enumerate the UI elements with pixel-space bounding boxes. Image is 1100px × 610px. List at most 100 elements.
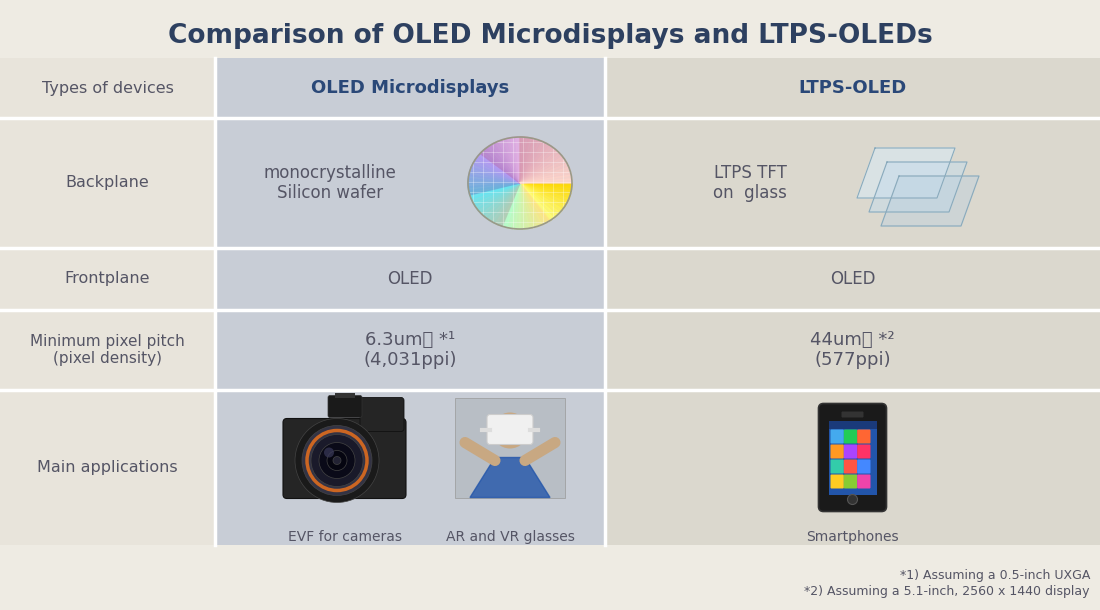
Bar <box>828 420 877 428</box>
Polygon shape <box>473 160 520 183</box>
Circle shape <box>492 412 528 448</box>
Polygon shape <box>520 148 557 183</box>
Polygon shape <box>520 157 565 183</box>
Text: LTPS TFT
on  glass: LTPS TFT on glass <box>713 163 786 203</box>
FancyBboxPatch shape <box>857 429 870 443</box>
Polygon shape <box>520 183 542 226</box>
Polygon shape <box>520 138 534 183</box>
Bar <box>214 58 605 118</box>
Text: OLED Microdisplays: OLED Microdisplays <box>311 79 509 97</box>
Text: OLED: OLED <box>829 270 876 288</box>
Polygon shape <box>520 183 568 206</box>
Polygon shape <box>520 183 572 187</box>
Polygon shape <box>516 137 520 183</box>
Circle shape <box>333 456 341 464</box>
Polygon shape <box>520 183 546 224</box>
FancyBboxPatch shape <box>857 475 870 489</box>
Polygon shape <box>520 183 560 215</box>
Polygon shape <box>494 142 520 183</box>
Text: Types of devices: Types of devices <box>42 81 174 96</box>
Polygon shape <box>516 183 520 229</box>
FancyBboxPatch shape <box>283 418 406 498</box>
Polygon shape <box>520 183 570 199</box>
Text: 6.3um～ *¹
(4,031ppi): 6.3um～ *¹ (4,031ppi) <box>363 331 456 370</box>
FancyBboxPatch shape <box>844 445 857 459</box>
FancyBboxPatch shape <box>830 475 844 489</box>
Polygon shape <box>520 154 562 183</box>
Polygon shape <box>520 183 534 228</box>
Polygon shape <box>869 162 967 212</box>
Polygon shape <box>475 157 520 183</box>
Text: monocrystalline
Silicon wafer: monocrystalline Silicon wafer <box>264 163 396 203</box>
Polygon shape <box>503 183 520 228</box>
Polygon shape <box>468 183 520 187</box>
Bar <box>0 58 214 118</box>
Polygon shape <box>469 171 520 183</box>
Bar <box>214 310 605 390</box>
Polygon shape <box>520 143 550 183</box>
Polygon shape <box>470 167 520 183</box>
FancyBboxPatch shape <box>844 459 857 473</box>
Polygon shape <box>498 183 520 226</box>
Text: Frontplane: Frontplane <box>65 271 151 287</box>
Polygon shape <box>469 183 520 195</box>
Polygon shape <box>512 183 520 229</box>
Polygon shape <box>520 140 542 183</box>
FancyBboxPatch shape <box>487 415 534 445</box>
FancyBboxPatch shape <box>857 445 870 459</box>
Polygon shape <box>520 183 550 223</box>
Polygon shape <box>520 179 572 183</box>
Polygon shape <box>491 143 520 183</box>
Polygon shape <box>470 183 520 199</box>
Bar <box>605 58 1100 118</box>
Circle shape <box>295 418 380 503</box>
Bar <box>0 310 214 390</box>
Bar <box>605 310 1100 390</box>
Polygon shape <box>486 145 520 183</box>
Text: Smartphones: Smartphones <box>806 530 899 544</box>
Polygon shape <box>491 183 520 223</box>
Text: Backplane: Backplane <box>66 176 150 190</box>
Text: *1) Assuming a 0.5-inch UXGA: *1) Assuming a 0.5-inch UXGA <box>900 569 1090 581</box>
Text: OLED: OLED <box>387 270 432 288</box>
Bar <box>214 390 605 545</box>
Polygon shape <box>520 137 529 183</box>
Polygon shape <box>520 151 560 183</box>
Text: *2) Assuming a 5.1-inch, 2560 x 1440 display: *2) Assuming a 5.1-inch, 2560 x 1440 dis… <box>804 586 1090 598</box>
Polygon shape <box>498 140 520 183</box>
Text: EVF for cameras: EVF for cameras <box>288 530 402 544</box>
Polygon shape <box>486 183 520 221</box>
Circle shape <box>327 451 346 470</box>
Bar <box>0 118 214 248</box>
Polygon shape <box>481 151 520 183</box>
Polygon shape <box>469 175 520 183</box>
Polygon shape <box>469 183 520 191</box>
Polygon shape <box>520 183 525 229</box>
Polygon shape <box>520 183 529 229</box>
FancyBboxPatch shape <box>830 429 844 443</box>
Polygon shape <box>520 138 538 183</box>
Bar <box>605 118 1100 248</box>
FancyBboxPatch shape <box>857 459 870 473</box>
Circle shape <box>302 426 372 495</box>
Polygon shape <box>471 183 520 203</box>
Polygon shape <box>506 183 520 228</box>
Polygon shape <box>483 148 520 183</box>
Polygon shape <box>857 148 955 198</box>
FancyBboxPatch shape <box>830 445 844 459</box>
Polygon shape <box>520 183 557 218</box>
Text: Minimum pixel pitch
(pixel density): Minimum pixel pitch (pixel density) <box>30 334 185 366</box>
FancyBboxPatch shape <box>360 398 404 431</box>
Polygon shape <box>520 145 553 183</box>
Polygon shape <box>477 183 520 212</box>
FancyBboxPatch shape <box>455 398 565 498</box>
Bar <box>605 390 1100 545</box>
Text: AR and VR glasses: AR and VR glasses <box>446 530 574 544</box>
Text: LTPS-OLED: LTPS-OLED <box>799 79 906 97</box>
Bar <box>214 118 605 248</box>
Polygon shape <box>520 137 525 183</box>
Polygon shape <box>483 183 520 218</box>
Polygon shape <box>494 183 520 224</box>
Polygon shape <box>506 138 520 183</box>
Polygon shape <box>881 176 979 226</box>
